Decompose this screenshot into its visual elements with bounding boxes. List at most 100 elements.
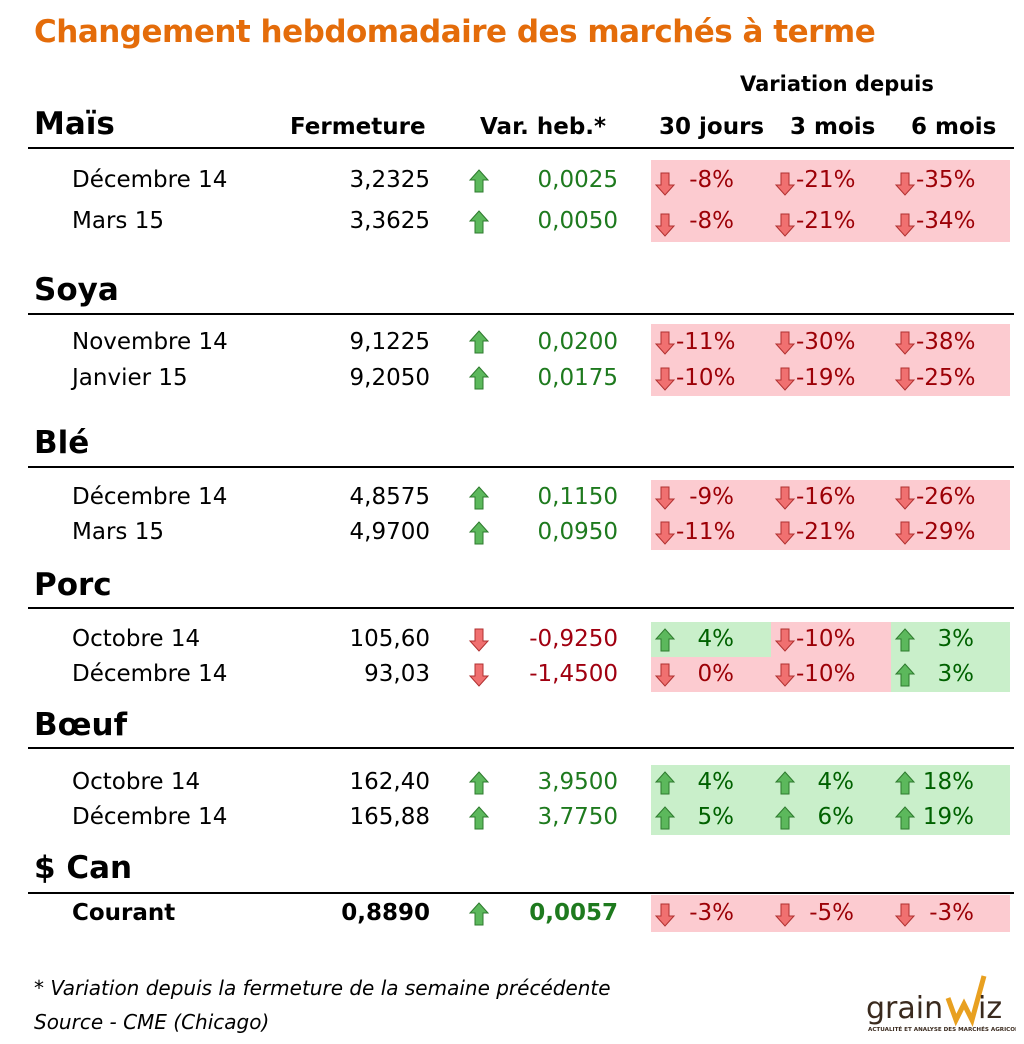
pct-change-cell: 18% (891, 765, 1010, 800)
weekly-up-arrow-icon (468, 520, 490, 551)
weekly-change: 0,0050 (537, 208, 618, 234)
down-arrow-icon (654, 210, 676, 237)
pct-value: -35% (916, 167, 976, 193)
pct-change-cell: -16% (771, 480, 891, 515)
contract-name: Décembre 14 (72, 804, 228, 830)
section-divider (28, 892, 1014, 894)
pct-value: 0% (697, 661, 735, 687)
pct-change-cell: -3% (891, 895, 1010, 932)
col-header-fermeture: Fermeture (290, 114, 426, 140)
pct-value: -34% (916, 208, 976, 234)
close-price: 3,3625 (349, 208, 430, 234)
pct-change-cell: 3% (891, 657, 1010, 692)
pct-change-cell: -25% (891, 360, 1010, 396)
up-arrow-icon (774, 770, 796, 795)
section-divider (28, 147, 1014, 149)
section-header: Soya (34, 272, 119, 308)
pct-change-cell: -26% (891, 480, 1010, 515)
pct-value: -16% (796, 484, 856, 510)
contract-name: Octobre 14 (72, 769, 201, 795)
down-arrow-icon (654, 486, 676, 510)
pct-change-cell: -8% (651, 160, 771, 201)
contract-name: Octobre 14 (72, 626, 201, 652)
weekly-up-arrow-icon (468, 209, 490, 240)
pct-value: -8% (689, 167, 734, 193)
pct-change-cell: 6% (771, 800, 891, 835)
contract-name: Décembre 14 (72, 661, 228, 687)
up-arrow-icon (894, 627, 916, 652)
up-arrow-icon (894, 805, 916, 830)
contract-name: Mars 15 (72, 208, 164, 234)
weekly-up-arrow-icon (468, 330, 490, 360)
down-arrow-icon (774, 366, 796, 391)
pct-value: -29% (916, 519, 976, 545)
pct-value: -3% (689, 900, 734, 926)
section-header: Bœuf (34, 707, 128, 743)
down-arrow-icon (894, 366, 916, 391)
down-arrow-icon (774, 628, 796, 652)
source-note: Source - CME (Chicago) (34, 1010, 270, 1034)
down-arrow-icon (774, 902, 796, 927)
svg-text:iz: iz (978, 991, 1002, 1026)
contract-name: Décembre 14 (72, 484, 228, 510)
close-price: 9,2050 (349, 365, 430, 391)
down-arrow-icon (894, 521, 916, 545)
weekly-change: 0,0025 (537, 167, 618, 193)
pct-change-cell: -21% (771, 160, 891, 201)
svg-text:grain: grain (866, 991, 943, 1026)
pct-value: 3% (937, 626, 975, 652)
down-arrow-icon (774, 663, 796, 687)
section-divider (28, 747, 1014, 749)
pct-value: -10% (676, 365, 736, 391)
up-arrow-icon (654, 627, 676, 652)
down-arrow-icon (894, 169, 916, 196)
pct-change-cell: -21% (771, 201, 891, 242)
section-divider (28, 313, 1014, 315)
pct-change-cell: -35% (891, 160, 1010, 201)
up-arrow-icon (654, 805, 676, 830)
pct-value: -19% (796, 365, 856, 391)
contract-name: Décembre 14 (72, 167, 228, 193)
close-price: 93,03 (364, 661, 430, 687)
weekly-up-arrow-icon (468, 901, 490, 932)
close-price: 4,9700 (349, 519, 430, 545)
pct-change-cell: 19% (891, 800, 1010, 835)
section-header: Blé (34, 425, 90, 461)
contract-name: Janvier 15 (72, 365, 188, 391)
pct-value: -21% (796, 208, 856, 234)
pct-change-cell: 4% (651, 622, 771, 657)
section-header: Maïs (34, 106, 115, 142)
weekly-change: 3,9500 (537, 769, 618, 795)
section-header: Porc (34, 567, 112, 603)
weekly-up-arrow-icon (468, 168, 490, 199)
weekly-change: 0,0057 (529, 900, 618, 926)
down-arrow-icon (774, 330, 796, 355)
weekly-down-arrow-icon (468, 628, 490, 658)
contract-name: Novembre 14 (72, 329, 228, 355)
pct-change-cell: 4% (651, 765, 771, 800)
down-arrow-icon (894, 902, 916, 927)
pct-change-cell: -19% (771, 360, 891, 396)
grainwiz-logo: grain iz ACTUALITÉ ET ANALYSE DES MARCHÉ… (866, 968, 1024, 1038)
pct-value: -21% (796, 519, 856, 545)
close-price: 105,60 (349, 626, 430, 652)
pct-change-cell: -3% (651, 895, 771, 932)
pct-change-cell: -11% (651, 515, 771, 550)
down-arrow-icon (894, 486, 916, 510)
weekly-change: 0,0175 (537, 365, 618, 391)
pct-change-cell: -29% (891, 515, 1010, 550)
down-arrow-icon (894, 210, 916, 237)
col-header-30-days: 30 jours (659, 114, 765, 140)
col-header-3-months: 3 mois (790, 114, 876, 140)
down-arrow-icon (774, 521, 796, 545)
down-arrow-icon (654, 521, 676, 545)
close-price: 3,2325 (349, 167, 430, 193)
pct-change-cell: -10% (771, 622, 891, 657)
pct-change-cell: -30% (771, 324, 891, 360)
pct-change-cell: -34% (891, 201, 1010, 242)
weekly-change: 0,0200 (537, 329, 618, 355)
pct-value: 18% (922, 769, 974, 795)
weekly-down-arrow-icon (468, 663, 490, 693)
pct-value: -8% (689, 208, 734, 234)
